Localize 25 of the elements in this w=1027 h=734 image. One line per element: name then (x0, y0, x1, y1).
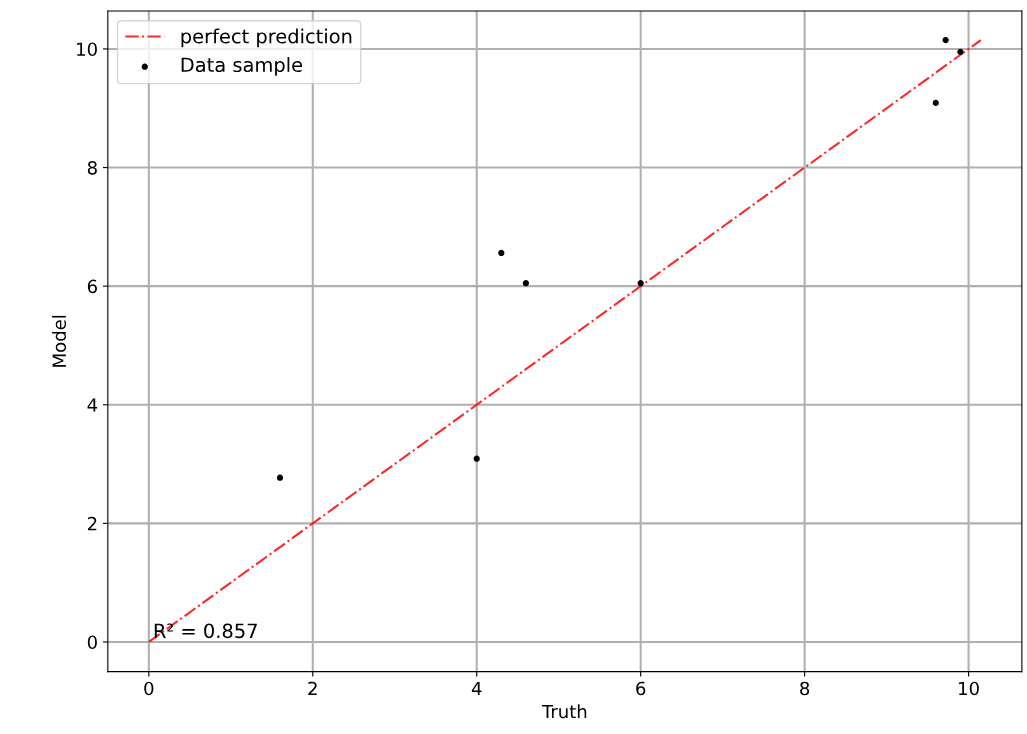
y-tick-label: 2 (87, 516, 97, 531)
legend-label: perfect prediction (181, 28, 352, 48)
point (276, 474, 284, 481)
point (957, 48, 964, 56)
y-tick-label: 10 (77, 42, 97, 57)
y-axis-title: Model (52, 315, 67, 367)
x-tick-label: 8 (800, 681, 810, 696)
point (932, 99, 939, 107)
annotation: R² = 0.857 (154, 623, 257, 639)
point (498, 249, 505, 257)
legend-label: Data sample (181, 57, 303, 76)
y-tick-label: 0 (87, 635, 97, 650)
x-tick-label: 4 (471, 681, 482, 696)
y-tick-label: 6 (87, 279, 97, 294)
x-tick-label: 2 (308, 681, 317, 696)
point (942, 36, 949, 44)
y-tick-label: 4 (87, 398, 98, 412)
x-tick-label: 6 (636, 681, 646, 696)
point (473, 455, 480, 462)
x-tick-label: 10 (959, 681, 979, 696)
x-tick-label: 0 (144, 681, 154, 696)
y-tick-label: 8 (87, 161, 97, 175)
point (637, 280, 644, 287)
x-axis-title: Truth (541, 704, 587, 719)
point (522, 280, 530, 287)
